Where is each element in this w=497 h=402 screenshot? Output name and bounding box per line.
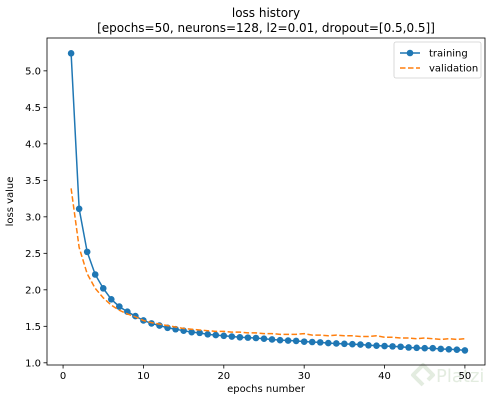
training-point (276, 336, 284, 344)
training-point (75, 205, 83, 213)
watermark-text: Platzi (436, 366, 484, 387)
training-point (83, 248, 91, 256)
plot-area-frame (46, 37, 486, 366)
training-point (252, 334, 260, 342)
y-tick-label: 5.0 (25, 66, 41, 77)
y-axis-label: loss value (5, 177, 16, 227)
training-point (124, 308, 131, 316)
y-tick-label: 1.0 (25, 358, 41, 369)
training-point (333, 340, 340, 347)
y-tick-label: 3.5 (25, 176, 41, 187)
training-point (244, 334, 252, 341)
training-point (67, 50, 75, 57)
legend-entry-training: training (400, 49, 468, 60)
training-point (284, 337, 292, 344)
training-point (365, 341, 372, 349)
legend-entry-validation: validation (400, 64, 478, 75)
training-point (292, 337, 300, 345)
training-point (324, 339, 332, 347)
y-tick-label: 3.0 (25, 212, 41, 223)
training-point (429, 344, 437, 352)
training-point (220, 332, 228, 340)
training-point (316, 339, 324, 346)
training-point (107, 296, 115, 303)
training-point (300, 338, 308, 345)
training-point (389, 343, 396, 350)
training-point (453, 346, 461, 353)
training-point (116, 303, 123, 310)
training-point (260, 335, 268, 343)
platzi-watermark: Platzi (411, 363, 484, 387)
training-point (405, 344, 412, 351)
training-point (341, 340, 348, 348)
training-point (204, 331, 212, 338)
legend-box (393, 41, 482, 79)
training-point (236, 333, 244, 341)
x-axis-label: epochs number (227, 384, 306, 395)
x-tick-label: 50 (459, 371, 472, 382)
y-tick-label: 4.5 (25, 103, 41, 114)
legend-label-validation: validation (429, 64, 478, 75)
training-point (196, 329, 203, 337)
y-tick-label: 2.0 (25, 285, 41, 296)
chart-subtitle: [epochs=50, neurons=128, l2=0.01, dropou… (97, 21, 435, 35)
training-point (188, 328, 195, 336)
x-tick-label: 30 (298, 371, 311, 382)
x-tick-label: 20 (217, 371, 230, 382)
y-tick-label: 1.5 (25, 322, 41, 333)
chart-title: loss history (232, 6, 300, 20)
training-point (373, 342, 380, 349)
training-point (437, 345, 445, 353)
series-line-validation (70, 188, 465, 341)
training-point (268, 336, 276, 343)
training-point (413, 344, 420, 352)
training-point (91, 271, 99, 278)
training-point (349, 340, 356, 348)
training-point (99, 285, 107, 292)
y-tick-label: 4.0 (25, 139, 41, 150)
legend-label-training: training (429, 49, 468, 60)
training-point (308, 338, 316, 346)
training-point (445, 346, 453, 353)
training-point (357, 341, 364, 348)
platzi-logo-icon (411, 363, 435, 387)
training-point (397, 343, 404, 351)
legend-marker-training (406, 49, 414, 57)
training-point (212, 331, 220, 339)
training-point (461, 347, 469, 354)
y-tick-label: 2.5 (25, 249, 41, 260)
series-line-training (70, 53, 465, 352)
x-tick-label: 0 (60, 371, 66, 382)
training-point (228, 333, 236, 340)
x-tick-label: 40 (378, 371, 391, 382)
x-tick-label: 10 (137, 371, 150, 382)
training-point (421, 344, 429, 352)
training-point (381, 342, 388, 350)
training-point (180, 327, 187, 334)
